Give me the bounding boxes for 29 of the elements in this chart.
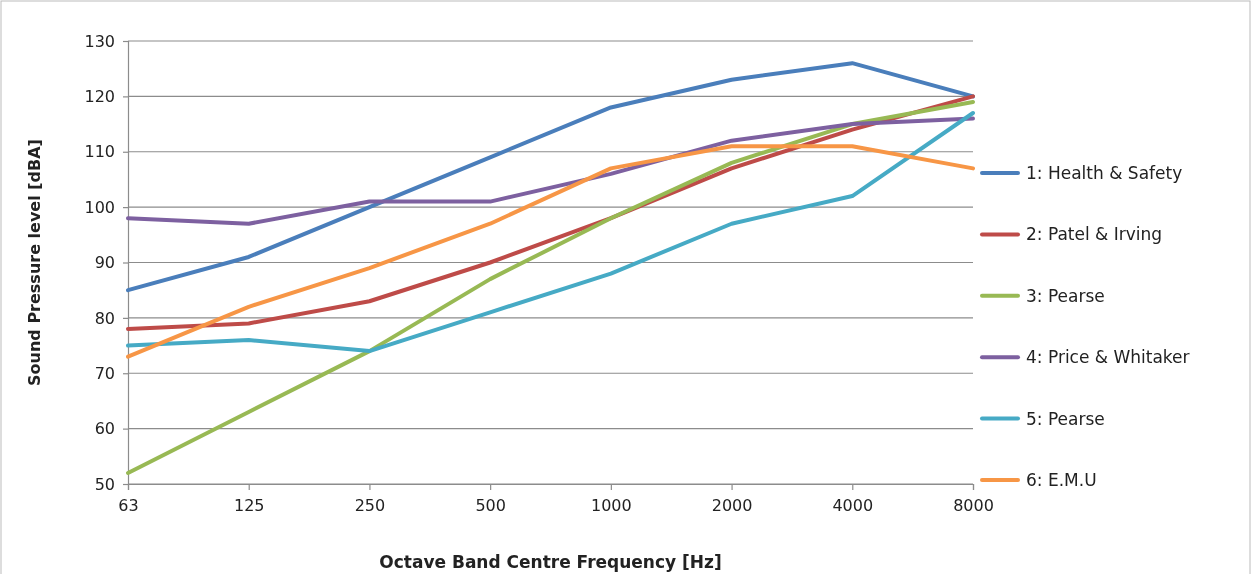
x-tick-label: 2000 — [711, 496, 753, 516]
y-axis-title: Sound Pressure level [dBA] — [25, 139, 44, 386]
x-axis-title: Octave Band Centre Frequency [Hz] — [379, 552, 722, 572]
y-tick-label: 50 — [94, 474, 115, 494]
line-series — [126, 61, 975, 293]
x-tick-label: 500 — [475, 496, 506, 516]
y-tick-label: 60 — [94, 419, 115, 439]
legend-label: 3: Pearse — [1026, 285, 1105, 306]
y-tick-label: 90 — [94, 253, 115, 273]
y-tick-label: 120 — [84, 87, 115, 106]
line-series — [126, 116, 975, 226]
y-tick-label: 100 — [84, 197, 115, 217]
x-tick-label: 63 — [118, 496, 139, 516]
x-tick-label: 1000 — [591, 496, 632, 516]
legend-label: 1: Health & Safety — [1026, 163, 1183, 183]
x-tick-label: 4000 — [832, 496, 874, 516]
legend-label: 5: Pearse — [1026, 408, 1105, 429]
y-tick-label: 70 — [94, 363, 115, 383]
y-tick-label: 130 — [84, 31, 115, 51]
legend-label: 6: E.M.U — [1026, 470, 1097, 490]
x-tick-label: 125 — [233, 496, 265, 516]
line-series — [126, 99, 975, 475]
legend-label: 2: Patel & Irving — [1026, 224, 1163, 245]
y-tick-label: 80 — [94, 308, 115, 328]
line-series — [126, 144, 975, 359]
y-tick-label: 110 — [84, 142, 115, 162]
x-tick-label: 8000 — [953, 496, 994, 516]
legend-label: 4: Price & Whitaker — [1026, 347, 1190, 368]
x-tick-label: 250 — [354, 496, 386, 516]
